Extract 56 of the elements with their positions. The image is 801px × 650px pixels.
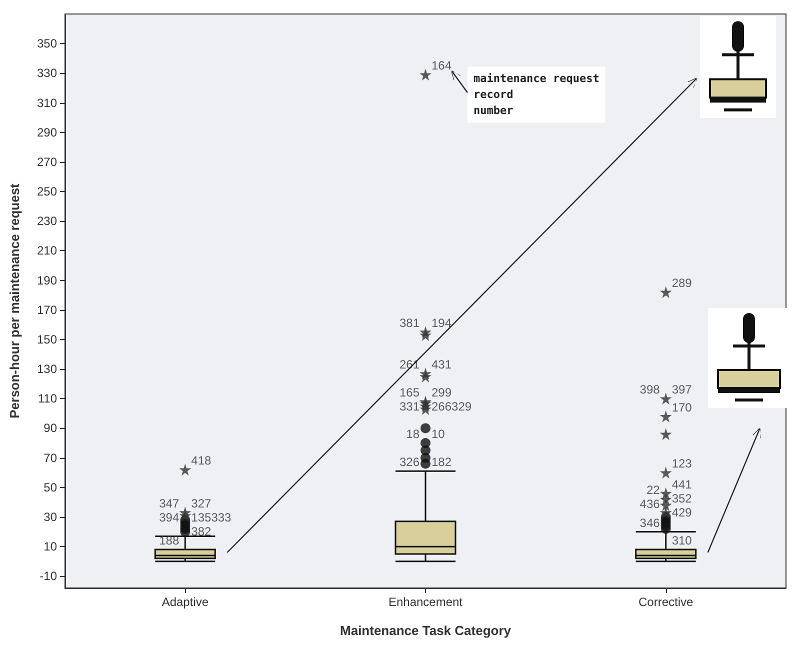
annotation: 352 — [672, 491, 692, 506]
annotation: 441 — [672, 477, 692, 492]
y-tick-label: 290 — [36, 125, 58, 140]
annotation: 164 — [432, 58, 452, 73]
y-tick-label: 190 — [36, 273, 58, 288]
y-tick-label: 210 — [36, 244, 58, 258]
annotation: 170 — [672, 400, 692, 414]
annotation: maintenance request record number — [474, 72, 600, 118]
annotation: 165 — [399, 386, 420, 400]
annotation: 310 — [672, 534, 692, 548]
annotation: 289 — [672, 276, 692, 290]
y-tick-label: 70 — [44, 450, 58, 465]
annotation: 331 — [399, 400, 420, 414]
y-tick-label: 230 — [36, 214, 58, 228]
annotation: 397 — [672, 382, 692, 397]
annotation: 182 — [432, 455, 452, 470]
y-tick-label: 310 — [36, 96, 58, 110]
x-tick-label: Enhancement — [388, 595, 464, 609]
annotation: 381 — [399, 316, 420, 330]
x-tick-label: Adaptive — [162, 595, 209, 609]
y-tick-label: 30 — [44, 510, 58, 524]
y-tick-label: 150 — [36, 332, 58, 346]
annotation: 135333 — [191, 510, 232, 525]
y-tick-label: 170 — [36, 302, 58, 317]
y-axis-title: Person-hour per maintenance request — [7, 182, 22, 418]
y-tick-label: 330 — [36, 66, 58, 80]
annotation: 418 — [191, 454, 212, 468]
y-tick-label: 90 — [44, 421, 58, 436]
annotation: 10 — [432, 427, 446, 442]
annotation: 22 — [646, 483, 660, 498]
annotation: 18 — [406, 427, 420, 442]
y-tick-label: 350 — [36, 36, 58, 51]
y-tick-label: 130 — [36, 362, 58, 376]
x-axis-title: Maintenance Task Category — [340, 623, 512, 638]
annotation: 266329 — [432, 400, 472, 414]
annotation: 326 — [399, 455, 420, 470]
y-tick-label: 250 — [36, 184, 58, 199]
annotation: 327 — [191, 496, 212, 511]
annotation: 299 — [432, 386, 452, 400]
annotation: 346 — [640, 516, 660, 530]
y-tick-label: -10 — [40, 569, 58, 584]
annotation: 194 — [432, 316, 452, 330]
annotation: 382 — [191, 524, 212, 539]
y-tick-label: 110 — [38, 392, 58, 406]
y-tick-label: 270 — [36, 154, 58, 169]
annotation: 429 — [672, 505, 692, 520]
y-tick-label: 50 — [44, 480, 58, 494]
annotation: 347 — [159, 496, 180, 511]
annotation: 394 — [159, 510, 180, 525]
annotation: 398 — [640, 382, 660, 397]
annotation: 123 — [672, 456, 692, 471]
y-tick-label: 10 — [44, 540, 58, 554]
annotation: 188 — [159, 534, 180, 548]
annotation: 431 — [432, 357, 452, 372]
x-tick-label: Corrective — [638, 595, 694, 609]
annotation: 436 — [640, 497, 660, 512]
